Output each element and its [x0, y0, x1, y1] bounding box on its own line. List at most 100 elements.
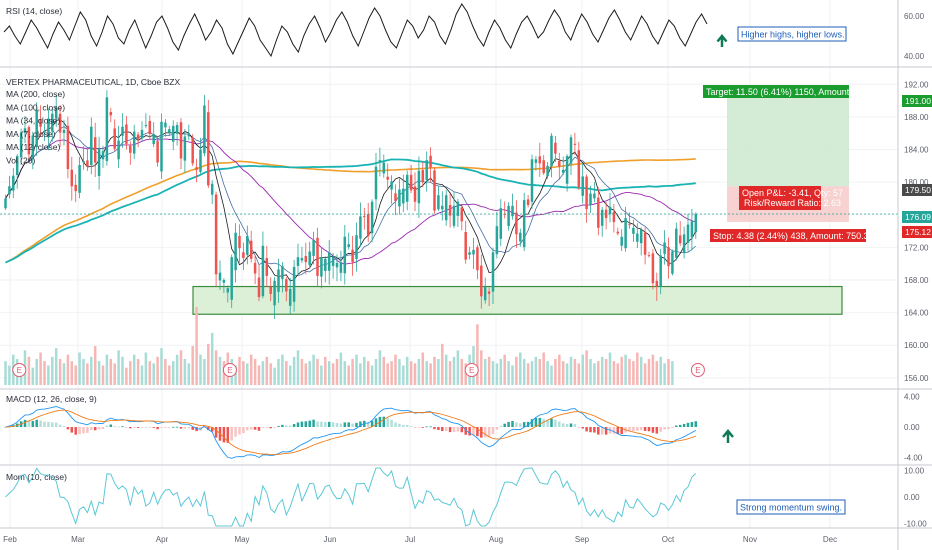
volume-bar: [187, 363, 191, 385]
candle: [460, 205, 464, 231]
candle: [355, 222, 358, 272]
macd-hist-bar: [273, 427, 276, 428]
support-zone[interactable]: [192, 285, 843, 315]
volume-bar: [417, 359, 421, 385]
pnl-label-box[interactable]: [739, 186, 821, 210]
candle: [132, 124, 136, 159]
candle: [405, 170, 409, 211]
macd-hist-bar: [269, 427, 272, 429]
target-zone[interactable]: [727, 92, 849, 187]
candle: [105, 90, 109, 166]
candle-body: [97, 147, 101, 176]
candle: [109, 107, 113, 123]
candle: [277, 258, 280, 303]
candle: [608, 192, 612, 223]
macd-hist-bar: [503, 423, 506, 427]
volume-bar: [281, 354, 284, 385]
volume-bar: [554, 359, 557, 385]
candle: [612, 204, 616, 233]
macd-hist-bar: [405, 424, 409, 427]
candle: [35, 102, 38, 157]
macd-hist-bar: [222, 427, 226, 443]
candle-body: [694, 213, 698, 233]
candle: [483, 277, 487, 304]
target-label-box[interactable]: [703, 85, 849, 98]
candle-body: [343, 236, 347, 274]
macd-hist-bar: [429, 426, 432, 428]
mom-note-box[interactable]: [736, 499, 846, 515]
volume-bar: [604, 359, 608, 385]
macd-hist-bar: [558, 421, 561, 427]
volume-bar: [218, 356, 222, 385]
candle-body: [230, 257, 233, 300]
candle-body: [491, 252, 495, 292]
candle: [480, 254, 483, 309]
svg-text:179.50: 179.50: [905, 185, 931, 195]
volume-bar: [581, 354, 584, 385]
macd-hist-bar: [152, 427, 155, 428]
macd-hist-bar: [663, 427, 666, 430]
candle: [113, 119, 116, 152]
rsi-legend: RSI (14, close): [6, 6, 62, 16]
macd-hist-bar: [156, 427, 159, 430]
candle-body: [12, 175, 15, 191]
volume-bar: [246, 363, 249, 385]
volume-bar: [320, 365, 323, 385]
macd-hist-bar: [249, 427, 253, 430]
volume-bar: [378, 350, 382, 385]
candle-body: [320, 257, 323, 277]
volume-bar: [113, 363, 116, 385]
candle-body: [62, 129, 66, 133]
candle-body: [187, 134, 191, 137]
candle: [82, 146, 85, 170]
candle: [257, 265, 261, 302]
stop-label-box[interactable]: [710, 229, 866, 242]
target-label: Target: 11.50 (6.41%) 1150, Amount: 1655…: [706, 87, 882, 97]
volume-bar: [612, 361, 616, 385]
candle-body: [620, 236, 623, 246]
volume-bar: [476, 324, 479, 385]
volume-bar: [589, 359, 592, 385]
candle: [694, 212, 698, 239]
macd-hist-bar: [43, 421, 46, 427]
macd-hist-bar: [554, 419, 557, 427]
mom-pane: Mom (10, close) 10.00 0.00 -10.00 Strong m…: [5, 467, 927, 528]
candle-body: [561, 169, 565, 173]
candle-body: [651, 253, 655, 284]
candle: [628, 212, 631, 229]
macd-hist-bar: [105, 425, 109, 427]
macd-hist-bar: [550, 418, 553, 427]
candle: [171, 120, 175, 151]
macd-tick: -4.00: [904, 453, 923, 462]
candle: [312, 231, 315, 265]
volume-bar: [242, 361, 245, 385]
macd-hist-bar: [480, 427, 483, 438]
candle: [444, 190, 448, 226]
volume-bar: [304, 363, 308, 385]
macd-hist-bar: [452, 427, 456, 433]
candle: [413, 172, 417, 212]
candle-body: [8, 186, 11, 195]
candle: [448, 193, 452, 228]
macd-hist-bar: [261, 427, 265, 428]
candle: [273, 277, 276, 319]
candle: [351, 235, 354, 276]
ma34-line: [5, 138, 696, 265]
volume-bar: [265, 356, 269, 385]
candle: [359, 202, 362, 247]
candle-body: [273, 280, 276, 306]
candle-body: [690, 221, 694, 238]
candle: [117, 126, 120, 169]
candle-body: [476, 247, 479, 271]
macd-hist-bar: [620, 427, 623, 435]
candle: [93, 122, 97, 178]
candle-body: [214, 194, 218, 275]
legend-item: MA (7, close): [6, 129, 56, 139]
candle-body: [522, 200, 526, 248]
macd-hist-bar: [456, 427, 460, 432]
rsi-note-box[interactable]: [737, 26, 847, 42]
candle-body: [538, 156, 542, 164]
price-tick: 188.00: [904, 113, 929, 122]
volume-bar: [140, 365, 144, 385]
candle-body: [226, 288, 230, 293]
